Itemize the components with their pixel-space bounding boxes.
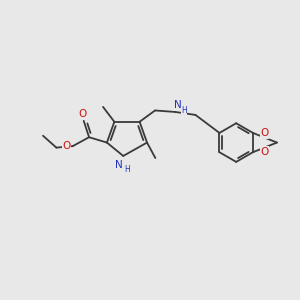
Text: N: N xyxy=(115,160,123,170)
Text: N: N xyxy=(174,100,182,110)
Text: O: O xyxy=(62,141,70,151)
Text: O: O xyxy=(78,109,86,119)
Text: O: O xyxy=(260,147,268,157)
Text: H: H xyxy=(181,106,187,115)
Text: O: O xyxy=(260,128,268,138)
Text: H: H xyxy=(124,165,130,174)
